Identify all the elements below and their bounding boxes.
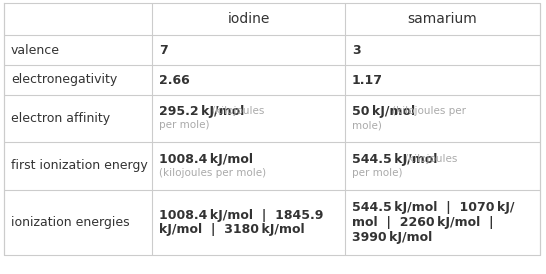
Text: 544.5 kJ/mol: 544.5 kJ/mol xyxy=(352,153,442,165)
Text: mole): mole) xyxy=(352,121,382,130)
Text: 7: 7 xyxy=(159,44,168,56)
Text: ionization energies: ionization energies xyxy=(11,216,129,229)
Text: 2.66: 2.66 xyxy=(159,73,190,87)
Text: iodine: iodine xyxy=(227,12,270,26)
Text: 544.5 kJ/mol  |  1070 kJ/
mol  |  2260 kJ/mol  |
3990 kJ/mol: 544.5 kJ/mol | 1070 kJ/ mol | 2260 kJ/mo… xyxy=(352,201,514,244)
Text: per mole): per mole) xyxy=(352,168,402,178)
Text: electron affinity: electron affinity xyxy=(11,112,110,125)
Text: (kilojoules: (kilojoules xyxy=(404,154,458,164)
Text: per mole): per mole) xyxy=(159,121,210,130)
Text: (kilojoules per: (kilojoules per xyxy=(392,107,466,116)
Text: 1.17: 1.17 xyxy=(352,73,383,87)
Text: 1008.4 kJ/mol  |  1845.9
kJ/mol  |  3180 kJ/mol: 1008.4 kJ/mol | 1845.9 kJ/mol | 3180 kJ/… xyxy=(159,209,323,236)
Text: electronegativity: electronegativity xyxy=(11,73,117,87)
Text: (kilojoules per mole): (kilojoules per mole) xyxy=(159,168,266,178)
Text: 1008.4 kJ/mol: 1008.4 kJ/mol xyxy=(159,153,253,165)
Text: 3: 3 xyxy=(352,44,360,56)
Text: 50 kJ/mol: 50 kJ/mol xyxy=(352,105,419,118)
Text: 295.2 kJ/mol: 295.2 kJ/mol xyxy=(159,105,248,118)
Text: (kilojoules: (kilojoules xyxy=(211,107,265,116)
Text: first ionization energy: first ionization energy xyxy=(11,159,148,173)
Text: samarium: samarium xyxy=(408,12,477,26)
Text: valence: valence xyxy=(11,44,60,56)
